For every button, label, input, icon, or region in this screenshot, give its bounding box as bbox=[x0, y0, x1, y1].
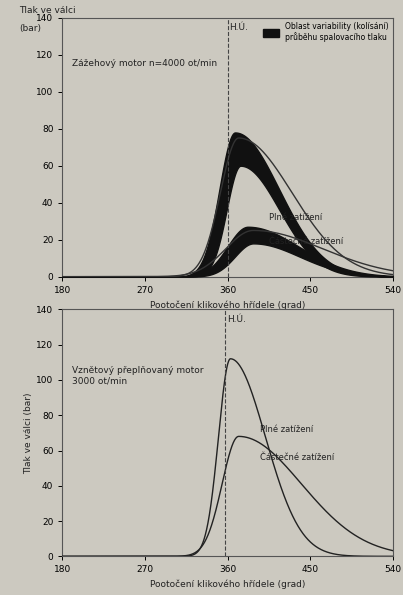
Text: Vznětový přeplňovaný motor
3000 ot/min: Vznětový přeplňovaný motor 3000 ot/min bbox=[72, 366, 203, 385]
X-axis label: Pootočení klikového hřídele (grad): Pootočení klikového hřídele (grad) bbox=[150, 580, 305, 590]
Legend: Oblast variability (kolísání)
průběhu spalovacího tlaku: Oblast variability (kolísání) průběhu sp… bbox=[263, 21, 389, 42]
Text: Zážehový motor n=4000 ot/min: Zážehový motor n=4000 ot/min bbox=[72, 58, 217, 67]
Text: Plné zatížení: Plné zatížení bbox=[269, 213, 322, 222]
X-axis label: Pootočení klikového hřídele (grad): Pootočení klikového hřídele (grad) bbox=[150, 300, 305, 310]
Text: Částečné zatížení: Částečné zatížení bbox=[260, 453, 334, 462]
Text: H.Ú.: H.Ú. bbox=[227, 315, 246, 324]
Text: H.Ú.: H.Ú. bbox=[230, 23, 248, 32]
Text: Plné zatížení: Plné zatížení bbox=[260, 425, 313, 434]
Y-axis label: Tlak ve válci (bar): Tlak ve válci (bar) bbox=[25, 392, 33, 474]
Text: (bar): (bar) bbox=[19, 24, 42, 33]
Text: Částečné zatížení: Částečné zatížení bbox=[269, 237, 343, 246]
Text: Tlak ve válci: Tlak ve válci bbox=[19, 7, 76, 15]
